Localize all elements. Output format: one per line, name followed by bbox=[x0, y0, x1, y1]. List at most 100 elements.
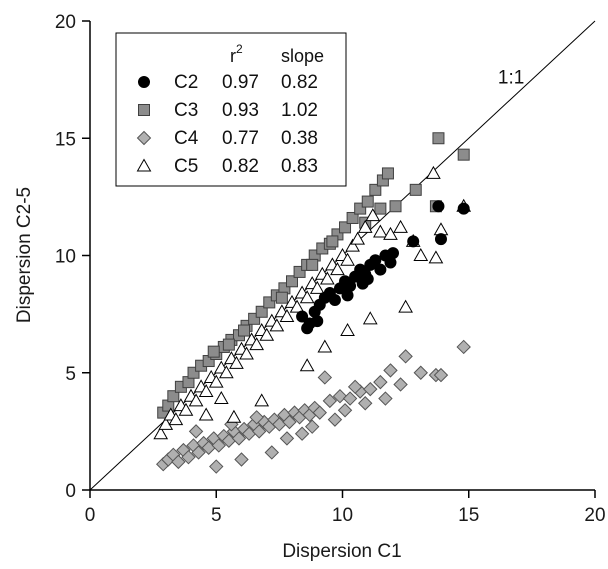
data-point-c5 bbox=[357, 219, 373, 233]
legend-slope-c5: 0.83 bbox=[281, 156, 318, 177]
data-point-c5 bbox=[178, 402, 194, 416]
x-tick-label: 5 bbox=[211, 505, 222, 526]
legend-slope-c2: 0.82 bbox=[281, 72, 318, 93]
data-point-c5 bbox=[319, 271, 335, 285]
data-point-c3 bbox=[339, 221, 352, 234]
legend-marker-c4 bbox=[136, 130, 152, 146]
data-point-c2 bbox=[432, 200, 445, 213]
data-point-c4 bbox=[234, 452, 249, 467]
data-point-c3 bbox=[326, 235, 339, 248]
data-point-c5 bbox=[426, 165, 441, 179]
data-point-c4 bbox=[181, 449, 196, 465]
y-tick-label: 15 bbox=[55, 129, 76, 150]
data-point-c4 bbox=[456, 339, 471, 355]
data-point-c5 bbox=[229, 355, 244, 369]
data-point-c3 bbox=[306, 258, 319, 271]
data-point-c4 bbox=[304, 419, 320, 434]
data-point-c4 bbox=[312, 405, 327, 420]
legend-name-c5: C5 bbox=[174, 156, 198, 177]
legend-box bbox=[115, 32, 347, 187]
data-point-c3 bbox=[354, 202, 367, 215]
data-point-c4 bbox=[413, 365, 428, 380]
legend-name-c4: C4 bbox=[174, 128, 199, 149]
data-point-c2 bbox=[311, 315, 324, 328]
x-tick-label: 0 bbox=[85, 505, 96, 526]
axis-ticks: 0 5 10 15 20 0 5 10 15 20 bbox=[55, 12, 606, 526]
data-point-c3 bbox=[275, 291, 288, 304]
data-point-c4 bbox=[249, 410, 264, 425]
legend-r2-c4: 0.77 bbox=[222, 128, 259, 149]
data-point-c5 bbox=[317, 339, 333, 353]
data-point-c4 bbox=[347, 379, 363, 395]
data-point-c2 bbox=[407, 235, 420, 248]
data-point-c5 bbox=[269, 318, 285, 332]
data-point-c4 bbox=[363, 381, 378, 397]
data-point-c5 bbox=[226, 409, 242, 423]
data-point-c5 bbox=[254, 393, 270, 407]
data-point-c2 bbox=[328, 294, 341, 307]
y-tick-label: 20 bbox=[55, 12, 76, 33]
data-point-c5 bbox=[299, 358, 315, 372]
data-point-c5 bbox=[218, 365, 234, 379]
data-point-c4 bbox=[294, 426, 310, 441]
y-axis-label: Dispersion C2-5 bbox=[14, 187, 35, 323]
data-point-c4 bbox=[188, 424, 204, 439]
data-point-c3 bbox=[263, 296, 276, 309]
data-point-c3 bbox=[346, 211, 359, 224]
data-point-c3 bbox=[207, 345, 220, 358]
legend-header-r2: r2 bbox=[230, 42, 243, 66]
data-point-c5 bbox=[362, 311, 378, 325]
data-point-c5 bbox=[393, 219, 408, 233]
data-point-c4 bbox=[398, 349, 413, 364]
data-point-c3 bbox=[286, 275, 298, 288]
data-point-c4 bbox=[373, 374, 388, 390]
data-point-c4 bbox=[282, 414, 297, 430]
data-point-c4 bbox=[171, 454, 186, 470]
data-point-c3 bbox=[457, 148, 470, 161]
data-point-c5 bbox=[208, 374, 224, 388]
data-point-c3 bbox=[381, 167, 394, 180]
data-point-c3 bbox=[374, 202, 387, 215]
data-point-c4 bbox=[322, 393, 338, 409]
data-point-c4 bbox=[332, 388, 348, 404]
data-point-c5 bbox=[239, 346, 254, 360]
one-to-one-label: 1:1 bbox=[498, 68, 524, 89]
data-point-c2 bbox=[369, 254, 382, 267]
data-point-c2 bbox=[301, 322, 314, 335]
legend-slope-c3: 1.02 bbox=[281, 100, 318, 121]
data-point-c2 bbox=[384, 256, 397, 269]
data-point-c2 bbox=[341, 289, 354, 302]
data-point-c2 bbox=[296, 310, 309, 323]
legend-r2-c2: 0.97 bbox=[222, 72, 259, 93]
data-point-c5 bbox=[299, 290, 315, 304]
data-point-c5 bbox=[158, 416, 174, 430]
data-point-c4 bbox=[231, 431, 247, 446]
legend-rows: C2 0.97 0.82 C3 0.93 1.02 C4 0.77 0.38 C5 0.82 0.83 bbox=[136, 72, 318, 177]
data-point-c5 bbox=[383, 226, 398, 240]
legend-marker-c5 bbox=[136, 158, 152, 172]
data-point-c5 bbox=[259, 327, 275, 341]
data-point-c4 bbox=[433, 367, 449, 383]
data-point-c4 bbox=[378, 391, 393, 406]
data-point-c5 bbox=[373, 224, 388, 238]
legend-marker-c2 bbox=[138, 76, 150, 88]
data-point-c5 bbox=[153, 426, 169, 440]
data-point-c3 bbox=[409, 183, 422, 196]
data-point-c2 bbox=[457, 202, 470, 215]
data-point-c2 bbox=[434, 233, 447, 246]
data-point-c5 bbox=[330, 262, 345, 276]
data-point-c5 bbox=[350, 231, 366, 245]
data-point-c4 bbox=[327, 412, 343, 427]
data-point-c4 bbox=[337, 403, 353, 418]
data-point-c5 bbox=[213, 391, 229, 405]
x-tick-label: 15 bbox=[458, 505, 479, 526]
legend-name-c3: C3 bbox=[174, 100, 198, 121]
legend-r2-c5: 0.82 bbox=[222, 156, 259, 177]
x-tick-label: 10 bbox=[332, 505, 353, 526]
data-point-c3 bbox=[255, 305, 268, 318]
data-point-c5 bbox=[433, 222, 449, 236]
data-point-c3 bbox=[248, 312, 261, 325]
data-point-c3 bbox=[361, 195, 374, 208]
data-point-c5 bbox=[249, 337, 265, 351]
